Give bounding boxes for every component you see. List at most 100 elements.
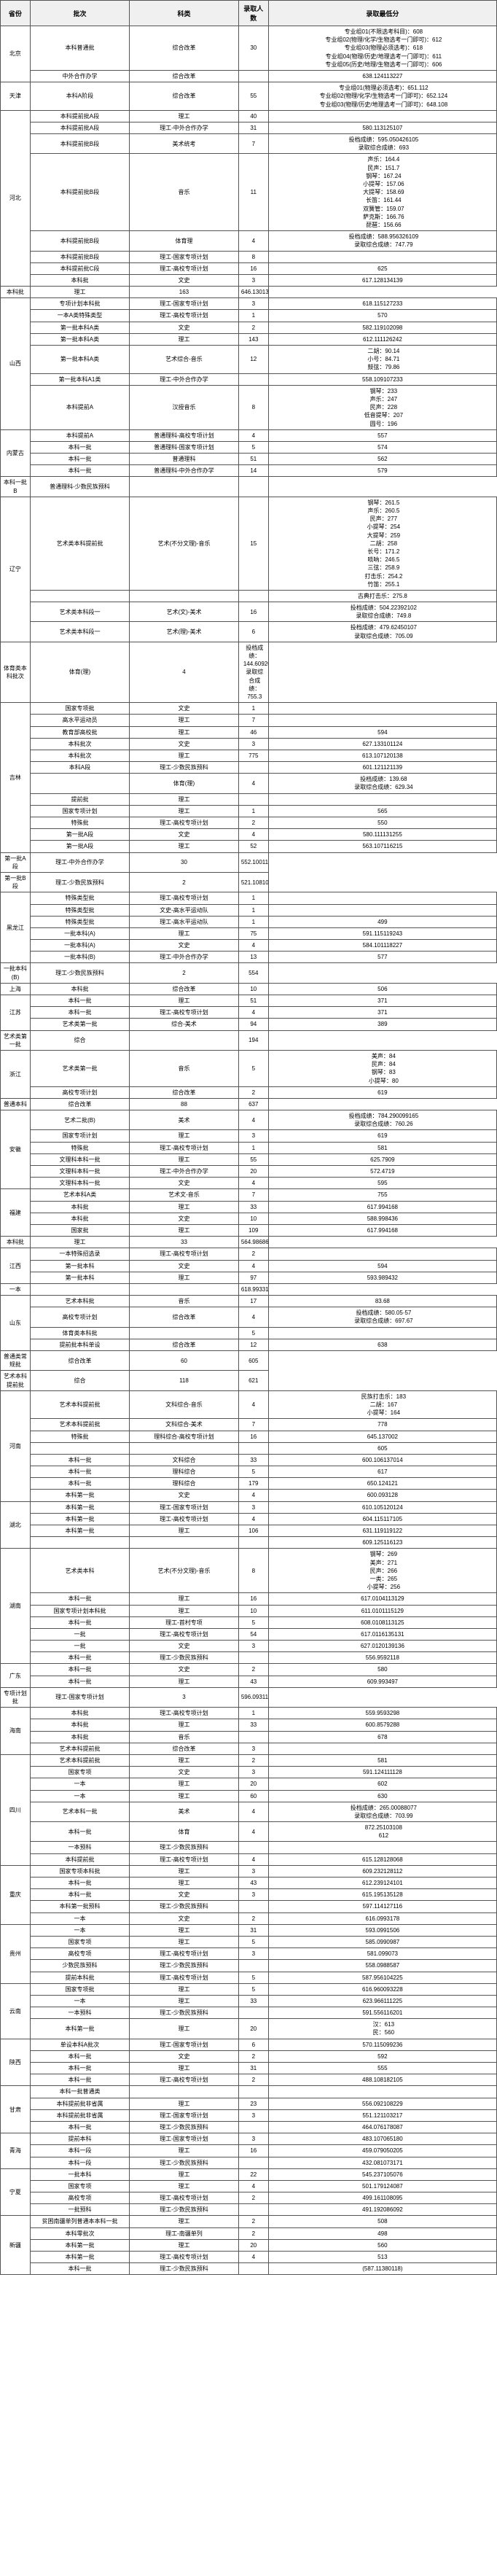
subject-cell: 理工-高校专项计划 [130, 2192, 239, 2204]
batch-cell: 本科一批 [30, 2074, 129, 2086]
subject-cell: 理工-中外合作办学 [130, 373, 239, 385]
count-cell [238, 2157, 268, 2168]
table-row: 艺术类第一批综合-美术94389 [1, 1019, 497, 1030]
count-cell: 11 [238, 154, 268, 231]
batch-cell: 特殊类型批 [30, 904, 129, 916]
score-cell [268, 703, 496, 715]
batch-cell: 一批本科(A) [30, 940, 129, 952]
batch-cell: 国家专项 [30, 2180, 129, 2192]
subject-cell: 理工 [130, 2063, 239, 2074]
subject-cell: 综合改革 [130, 1743, 239, 1754]
batch-cell: 高校专项 [30, 2192, 129, 2204]
batch-cell: 艺术类本科段一 [30, 602, 129, 622]
subject-cell: 理工 [130, 1593, 239, 1605]
score-cell: 投档成绩：139.68录取综合成绩：629.34 [268, 774, 496, 793]
subject-cell: 理工 [130, 726, 239, 738]
table-row: 云南国家专项批理工5616.960093228 [1, 1983, 497, 1995]
batch-cell: 普通本科 [1, 1098, 31, 1110]
count-cell [130, 1030, 239, 1050]
score-cell [268, 1842, 496, 1853]
subject-cell [130, 590, 239, 602]
subject-cell: 理工-高校专项计划 [130, 2074, 239, 2086]
subject-cell: 理工-少数民族预科 [130, 2263, 239, 2275]
score-cell: 580.113125107 [268, 122, 496, 133]
count-cell: 4 [238, 1007, 268, 1019]
batch-cell: 本科一批 [30, 995, 129, 1007]
province-cell: 河北 [1, 110, 31, 286]
batch-cell: 本科批 [30, 1213, 129, 1224]
table-row: 提前批理工 [1, 793, 497, 805]
subject-cell: 理工 [130, 1877, 239, 1889]
table-row: 新疆贫困南疆单列普通本本科一批理工2508 [1, 2216, 497, 2227]
batch-cell: 体育类本科批 [30, 1327, 129, 1339]
batch-cell: 本科一批 [30, 1454, 129, 1466]
batch-cell: 本科提前批A段 [30, 122, 129, 133]
subject-cell: 综合改革 [130, 1086, 239, 1098]
count-cell: 46 [238, 726, 268, 738]
count-cell: 31 [238, 122, 268, 133]
table-row: 本科批文史3617.128134139 [1, 274, 497, 286]
score-cell: 513 [268, 2252, 496, 2263]
subject-cell: 理工 [130, 1790, 239, 1802]
subject-cell: 理工-高校专项计划 [130, 2252, 239, 2263]
province-cell: 江西 [1, 1248, 31, 1284]
table-row: 宁夏一批本科理工22545.237105076 [1, 2168, 497, 2180]
batch-cell: 本科提前批B段 [30, 231, 129, 251]
count-cell: 16 [238, 1593, 268, 1605]
count-cell: 3 [238, 738, 268, 750]
table-row: 本科批文史10588.998436 [1, 1213, 497, 1224]
subject-cell: 理工-中外合作办学 [130, 122, 239, 133]
count-cell: 23 [238, 2098, 268, 2109]
batch-cell: 提前本科 [30, 2133, 129, 2145]
table-row: 普通本科综合改革88637 [1, 1098, 497, 1110]
batch-cell: 本科一批 [30, 2063, 129, 2074]
table-row: 国家专项计划理工3619 [1, 1130, 497, 1142]
subject-cell: 理工 [130, 1754, 239, 1766]
subject-cell: 理工 [130, 1153, 239, 1165]
subject-cell: 理工 [130, 1936, 239, 1947]
batch-cell: 专项计划本科批 [30, 298, 129, 310]
subject-cell: 理工 [130, 1130, 239, 1142]
count-cell: 4 [238, 1853, 268, 1865]
batch-cell: 本科批 [30, 1201, 129, 1213]
table-row: 一本618.993317 [1, 1283, 497, 1295]
count-cell: 775 [238, 750, 268, 761]
table-row: 本科一批理工16617.0104113129 [1, 1593, 497, 1605]
batch-cell: 一批预科 [30, 2204, 129, 2216]
score-cell: 593.989432 [268, 1272, 496, 1283]
table-row: 本科一批理工31555 [1, 2063, 497, 2074]
score-cell: (587.11380118) [268, 2263, 496, 2275]
score-cell: 595 [268, 1178, 496, 1189]
count-cell: 5 [238, 1616, 268, 1628]
score-cell: 572.4719 [268, 1166, 496, 1178]
subject-cell: 音乐 [130, 1296, 239, 1307]
table-row: 艺术本科一批美术4投档成绩：265.00088077录取综合成绩：703.99 [1, 1802, 497, 1821]
score-cell: 619 [268, 1086, 496, 1098]
batch-cell [30, 774, 129, 793]
table-row: 本科提前批非省属理工23556.092108229 [1, 2098, 497, 2109]
table-row: 一批本科(B)理工-少数民族预科2554 [1, 963, 497, 983]
subject-cell: 文史 [130, 1178, 239, 1189]
batch-cell: 本科提前A [30, 385, 129, 429]
score-cell: 投档成绩：144.6092007录取综合成绩：755.3 [238, 642, 268, 702]
table-row: 本科一段理工-少数民族预科432.081073171 [1, 2157, 497, 2168]
batch-cell: 本科一批 [30, 454, 129, 465]
count-cell: 22 [238, 2168, 268, 2180]
count-cell: 4 [238, 231, 268, 251]
score-cell: 558.109107233 [268, 373, 496, 385]
batch-cell: 本科提前批C段 [30, 262, 129, 274]
score-cell: 618.115127233 [268, 298, 496, 310]
batch-cell: 本科A阶段 [30, 82, 129, 111]
count-cell: 2 [238, 1754, 268, 1766]
score-cell: 600.8579288 [268, 1719, 496, 1731]
table-row: 艺术本科提前批综合118621 [1, 1371, 497, 1390]
table-row: 黑龙江特殊类型批理工-高校专项计划1 [1, 892, 497, 904]
batch-cell: 艺术本科提前批 [30, 1743, 129, 1754]
batch-cell: 本科批 [30, 1731, 129, 1743]
batch-cell: 本科一批 [30, 1652, 129, 1664]
score-cell: 596.093116258 [238, 1687, 268, 1707]
score-cell: 621 [238, 1371, 268, 1390]
batch-cell: 中外合作办学 [30, 70, 129, 82]
subject-cell: 理工-高校专项计划 [130, 262, 239, 274]
count-cell [130, 1283, 239, 1295]
